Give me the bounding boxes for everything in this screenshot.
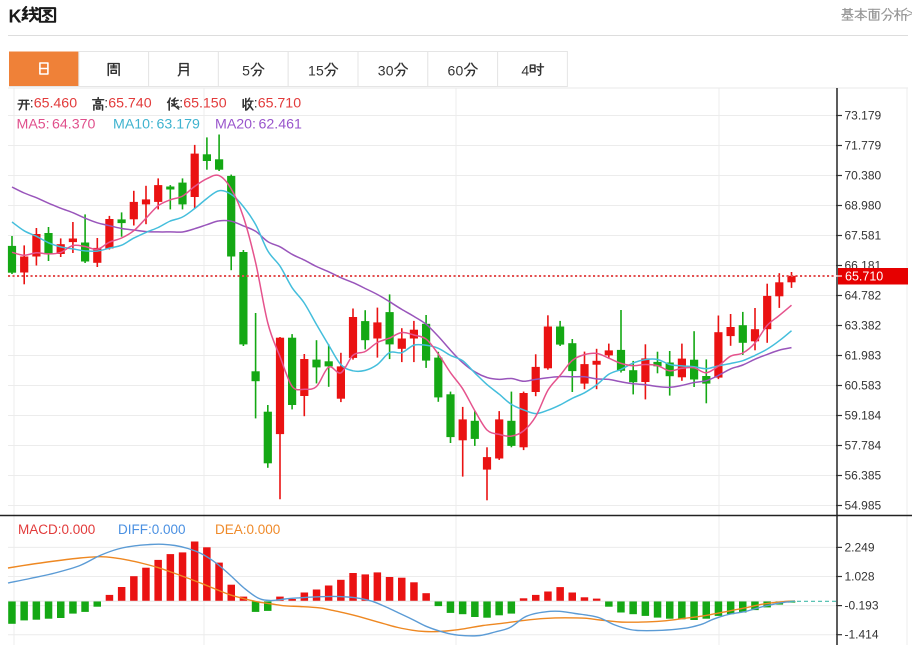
svg-text:73.179: 73.179 — [845, 109, 882, 123]
svg-text:67.581: 67.581 — [845, 229, 882, 243]
svg-text:MA5:: MA5: — [17, 117, 50, 133]
svg-text:MA20:: MA20: — [215, 117, 256, 133]
svg-text:64.370: 64.370 — [52, 117, 96, 133]
svg-text:5: 5 — [316, 62, 324, 78]
svg-text::: : — [254, 95, 258, 111]
svg-text:71.779: 71.779 — [845, 139, 882, 153]
svg-text:1: 1 — [308, 62, 316, 78]
svg-text::: : — [30, 95, 34, 111]
svg-text:DEA:0.000: DEA:0.000 — [215, 522, 280, 537]
svg-text:>: > — [906, 6, 912, 21]
svg-text:57.784: 57.784 — [845, 439, 882, 453]
svg-text:59.184: 59.184 — [845, 409, 882, 423]
svg-text::: : — [179, 95, 183, 111]
svg-text:6: 6 — [448, 62, 456, 78]
svg-text:63.179: 63.179 — [157, 117, 201, 133]
svg-text:0: 0 — [456, 62, 464, 78]
svg-text:3: 3 — [378, 62, 386, 78]
svg-text:65.740: 65.740 — [108, 96, 152, 112]
svg-text::: : — [104, 95, 108, 111]
svg-text:61.983: 61.983 — [845, 349, 882, 363]
svg-text:K: K — [9, 7, 22, 27]
svg-text:5: 5 — [242, 62, 250, 78]
svg-text:65.460: 65.460 — [34, 96, 78, 112]
svg-text:65.710: 65.710 — [258, 96, 302, 112]
svg-text:68.980: 68.980 — [845, 199, 882, 213]
svg-text:4: 4 — [521, 62, 529, 78]
svg-text:70.380: 70.380 — [845, 169, 882, 183]
svg-text:2.249: 2.249 — [845, 540, 875, 554]
svg-text:65.150: 65.150 — [183, 96, 227, 112]
svg-text:MA10:: MA10: — [113, 117, 154, 133]
svg-text:1.028: 1.028 — [845, 570, 875, 584]
svg-text:62.461: 62.461 — [259, 117, 303, 133]
svg-text:DIFF:0.000: DIFF:0.000 — [118, 522, 186, 537]
svg-text:54.985: 54.985 — [845, 499, 882, 513]
svg-text:63.382: 63.382 — [845, 319, 882, 333]
svg-text:-0.193: -0.193 — [845, 599, 879, 613]
svg-text:-1.414: -1.414 — [845, 628, 879, 642]
svg-text:65.710: 65.710 — [845, 270, 883, 284]
svg-text:56.385: 56.385 — [845, 469, 882, 483]
svg-text:60.583: 60.583 — [845, 379, 882, 393]
svg-text:MACD:0.000: MACD:0.000 — [18, 522, 95, 537]
svg-text:64.782: 64.782 — [845, 289, 882, 303]
svg-text:0: 0 — [386, 62, 394, 78]
